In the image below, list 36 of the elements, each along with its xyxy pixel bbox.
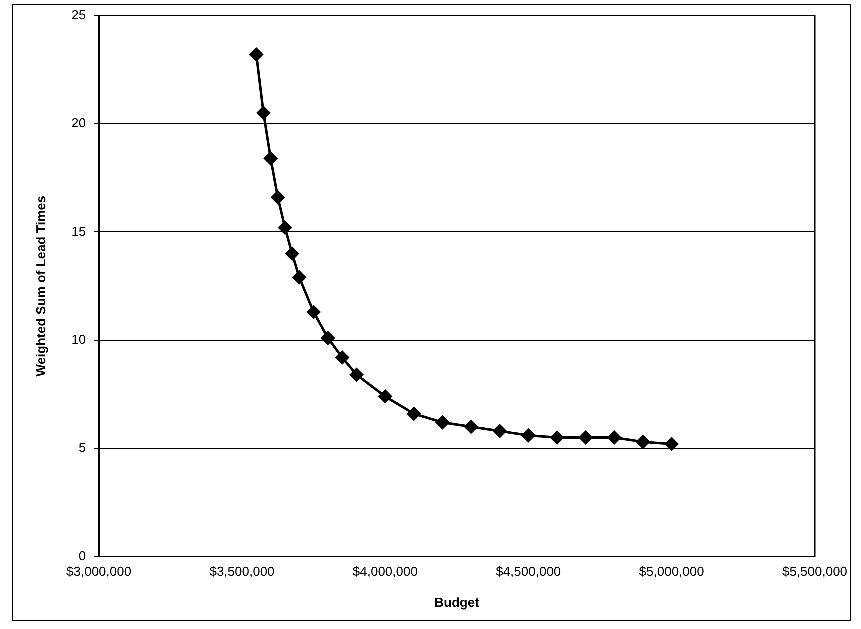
point xyxy=(278,221,292,235)
point xyxy=(665,438,679,452)
x-tick-label: $5,000,000 xyxy=(639,564,704,580)
y-tick-label: 0 xyxy=(78,548,86,564)
point xyxy=(271,190,285,204)
y-tick-label: 5 xyxy=(78,440,86,456)
point xyxy=(636,435,650,449)
point xyxy=(307,306,321,320)
x-tick-label: $3,000,000 xyxy=(66,564,132,580)
point xyxy=(550,431,564,445)
point xyxy=(579,431,593,445)
y-axis-title: Weighted Sum of Lead Times xyxy=(33,196,48,377)
point xyxy=(286,247,300,261)
y-tick-label: 15 xyxy=(72,224,86,239)
point xyxy=(336,350,350,364)
point xyxy=(522,428,536,442)
point xyxy=(436,416,450,430)
x-tick-label: $5,500,000 xyxy=(782,564,848,580)
y-tick-label: 25 xyxy=(72,7,86,22)
y-tick-label: 10 xyxy=(72,332,86,347)
point xyxy=(250,48,264,62)
point xyxy=(350,368,364,382)
x-tick-label: $4,000,000 xyxy=(352,564,418,580)
x-tick-label: $3,500,000 xyxy=(210,564,275,580)
point xyxy=(608,431,622,445)
point xyxy=(256,106,270,120)
point xyxy=(464,420,478,434)
point xyxy=(493,424,507,438)
x-axis-title: Budget xyxy=(434,594,480,610)
point xyxy=(321,331,335,345)
point xyxy=(407,407,421,421)
x-tick-label: $4,500,000 xyxy=(496,564,562,580)
y-tick-label: 20 xyxy=(72,116,86,131)
point xyxy=(378,390,392,404)
point xyxy=(264,152,278,166)
point xyxy=(292,270,306,284)
